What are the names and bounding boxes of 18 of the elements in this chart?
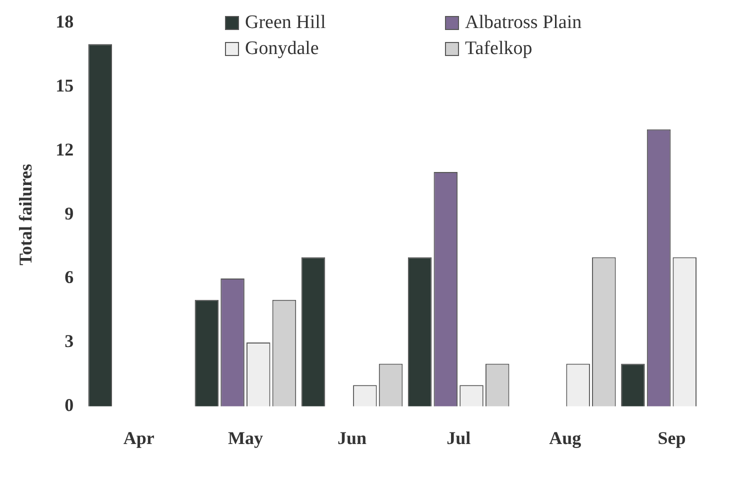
- y-tick-label: 12: [56, 139, 74, 160]
- legend-label: Green Hill: [245, 12, 326, 34]
- y-tick-label: 0: [64, 395, 74, 416]
- y-tick-label: 15: [56, 75, 74, 96]
- x-tick-label: May: [228, 428, 263, 448]
- x-tick-label: Jun: [338, 428, 367, 448]
- y-tick-label: 3: [64, 331, 74, 352]
- x-tick-label: Sep: [658, 428, 686, 448]
- x-tick-label: Apr: [123, 428, 154, 448]
- legend-label: Tafelkop: [465, 38, 532, 60]
- legend-label: Gonydale: [245, 38, 319, 60]
- y-tick-label: 18: [56, 11, 74, 32]
- x-tick-label: Aug: [549, 428, 582, 448]
- y-tick-label: 6: [64, 267, 74, 288]
- legend-label: Albatross Plain: [465, 12, 582, 34]
- x-tick-label: Jul: [446, 428, 471, 448]
- y-axis-title: Total failures: [15, 164, 36, 266]
- y-tick-label: 9: [64, 203, 74, 224]
